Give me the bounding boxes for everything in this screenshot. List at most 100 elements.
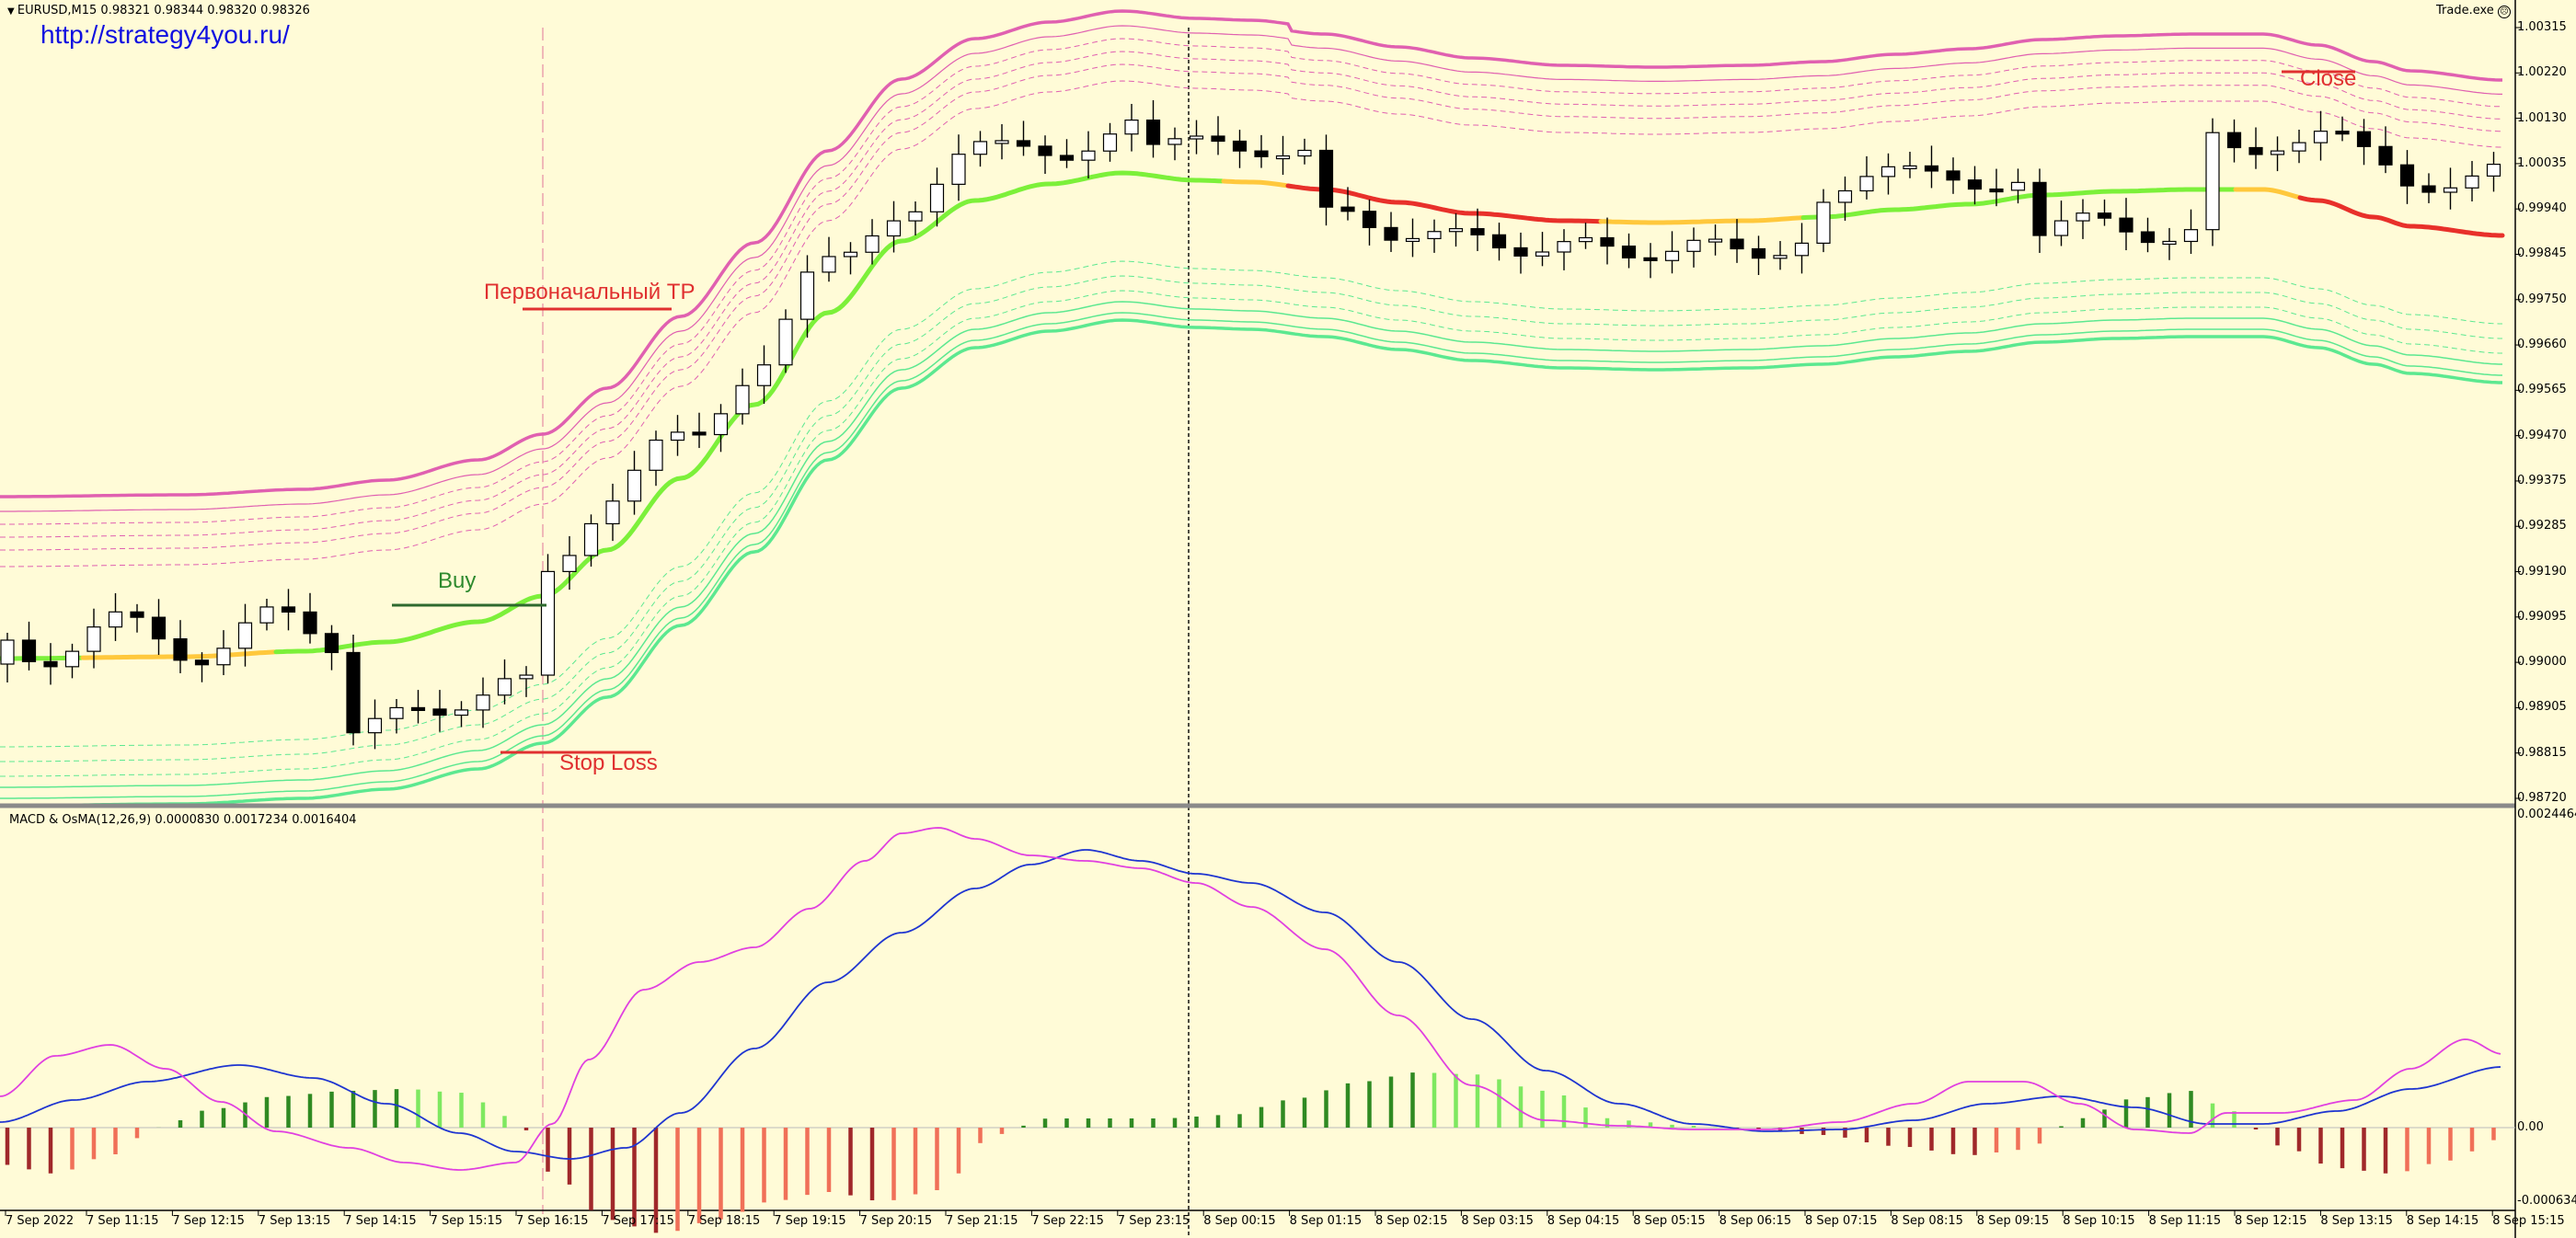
bull-candle	[2486, 163, 2501, 177]
time-axis-label: 8 Sep 04:15	[1547, 1214, 1620, 1228]
ma-segment	[2233, 187, 2301, 200]
bull-candle	[1686, 239, 1701, 252]
macd-indicator-info: MACD & OsMA(12,26,9) 0.0000830 0.0017234…	[9, 813, 357, 827]
bear-candle	[346, 651, 361, 734]
time-axis-label: 8 Sep 03:15	[1461, 1214, 1534, 1228]
bear-candle	[21, 639, 37, 662]
bull-candle	[735, 384, 750, 415]
time-axis-label: 8 Sep 07:15	[1805, 1214, 1878, 1228]
expert-label[interactable]: Trade.exe ☹	[2436, 4, 2511, 18]
bear-candle	[1318, 149, 1334, 208]
bear-candle	[1751, 247, 1766, 259]
ma-segment	[1221, 178, 1289, 189]
bull-candle	[649, 439, 663, 471]
bear-candle	[410, 706, 426, 712]
time-axis-label: 8 Sep 11:15	[2148, 1214, 2222, 1228]
price-axis-label: 0.99375	[2517, 473, 2567, 487]
bear-candle	[1059, 155, 1075, 161]
bull-candle	[2443, 187, 2458, 193]
time-axis-label: 8 Sep 02:15	[1375, 1214, 1448, 1228]
band-line	[0, 290, 2502, 777]
bull-candle	[1189, 135, 1204, 140]
bull-candle	[237, 622, 253, 649]
bull-candle	[2292, 142, 2306, 152]
bear-candle	[2032, 181, 2047, 236]
bull-candle	[0, 639, 15, 665]
band-line	[0, 51, 2503, 538]
price-axis-label: 1.00220	[2517, 65, 2567, 80]
time-axis-label: 7 Sep 19:15	[774, 1214, 846, 1228]
bear-candle	[1470, 228, 1485, 235]
bear-candle	[2140, 231, 2156, 244]
bear-candle	[2119, 217, 2133, 233]
macd-axis-label: -0.000634	[2517, 1194, 2576, 1208]
bear-candle	[2248, 146, 2263, 155]
bear-candle	[194, 659, 210, 666]
bull-candle	[1903, 165, 1917, 170]
time-axis-label: 7 Sep 12:15	[172, 1214, 245, 1228]
website-link[interactable]: http://strategy4you.ru/	[40, 20, 290, 49]
macd-axis-label: 0.00	[2517, 1120, 2544, 1134]
bear-candle	[1016, 140, 1031, 147]
time-axis-label: 8 Sep 00:15	[1203, 1214, 1276, 1228]
price-axis-label: 1.00035	[2517, 155, 2567, 170]
bear-candle	[1232, 140, 1248, 152]
buy-label: Buy	[438, 568, 477, 593]
price-axis-label: 0.99470	[2517, 428, 2567, 442]
bull-candle	[843, 251, 858, 258]
time-axis-label: 7 Sep 17:15	[602, 1214, 674, 1228]
price-axis-label: 0.99565	[2517, 383, 2567, 397]
bear-candle	[151, 616, 167, 640]
bull-candle	[108, 611, 123, 628]
bear-candle	[692, 431, 707, 436]
chart-menu-icon[interactable]: ▼	[7, 6, 17, 17]
price-axis-label: 0.99750	[2517, 292, 2567, 306]
bear-candle	[173, 638, 188, 661]
band-line	[0, 312, 2502, 799]
bull-candle	[476, 694, 490, 711]
bear-candle	[1730, 238, 1744, 250]
price-axis-label: 0.99660	[2517, 338, 2567, 352]
bear-candle	[1254, 150, 1269, 157]
bull-candle	[1427, 231, 1442, 240]
band-line	[0, 260, 2502, 748]
bear-candle	[1600, 236, 1615, 247]
bull-candle	[908, 211, 923, 222]
band-line	[0, 9, 2502, 499]
symbol-info-header: ▼ EURUSD,M15 0.98321 0.98344 0.98320 0.9…	[7, 4, 310, 17]
bull-candle	[799, 271, 815, 320]
time-axis-label: 8 Sep 14:15	[2406, 1214, 2479, 1228]
time-axis-label: 7 Sep 18:15	[687, 1214, 761, 1228]
bull-candle	[1275, 155, 1291, 160]
bear-candle	[2097, 212, 2112, 219]
bull-candle	[1167, 138, 1182, 145]
time-axis-label: 8 Sep 12:15	[2235, 1214, 2307, 1228]
bull-candle	[1816, 201, 1831, 245]
bull-candle	[778, 318, 793, 366]
bull-candle	[951, 154, 966, 185]
bear-candle	[1946, 170, 1961, 181]
bear-candle	[303, 611, 317, 635]
bear-candle	[2421, 185, 2436, 193]
bull-candle	[972, 141, 988, 155]
bear-candle	[1362, 211, 1377, 229]
price-axis-label: 0.98720	[2517, 791, 2567, 805]
axis-ticks	[5, 27, 2521, 1216]
time-axis-label: 8 Sep 10:15	[2063, 1214, 2135, 1228]
band-line	[0, 275, 2502, 762]
bull-candle	[454, 709, 469, 716]
price-axis-label: 0.99285	[2517, 519, 2567, 533]
bear-candle	[281, 606, 296, 613]
bear-candle	[2378, 145, 2393, 166]
price-axis-label: 0.98905	[2517, 700, 2567, 715]
expert-face-icon[interactable]: ☹	[2497, 6, 2511, 18]
bull-candle	[670, 431, 685, 441]
bear-candle	[1211, 135, 1225, 143]
osma-histogram	[5, 1072, 2496, 1233]
bull-candle	[2183, 229, 2199, 243]
candlesticks	[0, 99, 2501, 750]
stop-loss-label: Stop Loss	[559, 751, 658, 775]
bull-candle	[713, 413, 729, 436]
